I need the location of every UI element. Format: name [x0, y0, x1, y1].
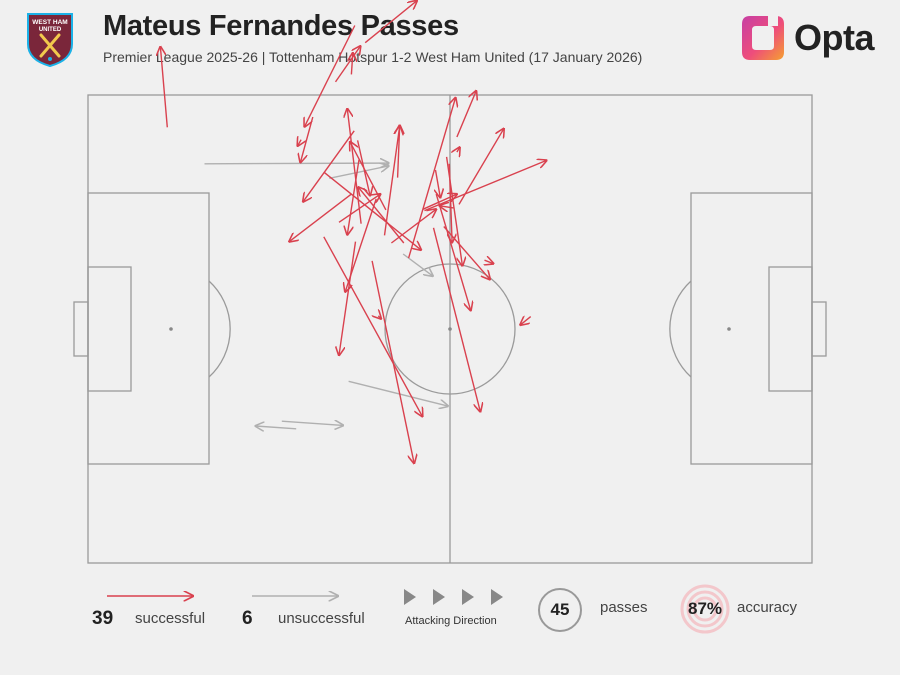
successful-pass-arrow	[334, 46, 361, 83]
successful-pass-arrow	[364, 1, 417, 44]
successful-pass-arrow	[436, 169, 441, 198]
pitch-pass-map	[73, 0, 827, 564]
legend: 39 successful 6 unsuccessful Attacking D…	[0, 580, 900, 660]
opta-wordmark: Opta	[794, 17, 875, 58]
match-subtitle: Premier League 2025-26 | Tottenham Hotsp…	[103, 49, 643, 65]
successful-pass-arrow	[458, 129, 504, 205]
passes-label: passes	[600, 599, 648, 616]
successful-pass-arrow	[298, 140, 302, 146]
successful-pass-arrow	[443, 226, 490, 280]
passes-count-badge: 45	[538, 588, 582, 632]
unsuccessful-pass-arrow	[256, 426, 297, 429]
successful-pass-arrow	[485, 260, 494, 263]
successful-pass-arrow	[347, 109, 362, 224]
successful-pass-arrow	[456, 91, 476, 138]
successful-pass-arrow	[407, 98, 456, 259]
successful-pass-arrow	[445, 156, 463, 266]
unsuccessful-count: 6	[242, 608, 253, 629]
successful-pass-arrow	[303, 130, 355, 202]
successful-pass-arrow	[378, 316, 381, 319]
unsuccessful-label: unsuccessful	[278, 610, 365, 627]
successful-pass-arrow	[289, 193, 352, 242]
pass-arrows	[160, 1, 546, 464]
successful-pass-arrow	[390, 209, 436, 244]
successful-pass-arrow	[347, 159, 360, 235]
attacking-direction-label: Attacking Direction	[405, 615, 497, 627]
successful-pass-arrow	[358, 187, 405, 244]
attacking-direction-icon	[404, 589, 503, 605]
svg-text:WEST HAM: WEST HAM	[32, 19, 67, 26]
successful-pass-arrow	[432, 227, 481, 412]
successful-pass-arrow	[440, 206, 454, 208]
successful-pass-arrow	[520, 317, 532, 325]
unsuccessful-arrow-icon	[252, 588, 345, 604]
successful-pass-arrow	[371, 260, 414, 463]
successful-pass-arrow	[323, 171, 421, 250]
accuracy-value: 87%	[687, 599, 723, 618]
svg-text:UNITED: UNITED	[39, 27, 62, 33]
successful-pass-arrow	[457, 147, 460, 152]
successful-label: successful	[135, 610, 206, 627]
opta-logo: Opta	[740, 10, 875, 66]
successful-pass-arrow	[383, 126, 400, 236]
successful-pass-arrow	[339, 241, 357, 356]
successful-pass-arrow	[435, 193, 471, 310]
successful-pass-arrow	[338, 194, 380, 223]
accuracy-label: accuracy	[737, 599, 798, 616]
successful-count: 39	[92, 608, 114, 629]
unsuccessful-pass-arrow	[348, 380, 448, 406]
successful-pass-arrow	[356, 140, 370, 195]
accuracy-target-icon	[680, 584, 730, 634]
right-penalty-spot	[727, 327, 731, 331]
unsuccessful-pass-arrow	[281, 421, 343, 425]
successful-pass-arrow	[345, 198, 377, 292]
west-ham-crest-logo: WEST HAM UNITED	[27, 13, 73, 67]
successful-pass-arrow	[424, 160, 547, 212]
opta-mark-icon	[742, 12, 784, 60]
successful-pass-arrow	[305, 25, 356, 127]
center-spot	[448, 327, 452, 331]
left-penalty-spot	[169, 327, 173, 331]
successful-pass-arrow	[351, 53, 352, 75]
successful-pass-arrow	[160, 47, 168, 128]
successful-pass-arrow	[323, 236, 423, 417]
successful-arrow-icon	[107, 588, 200, 604]
unsuccessful-pass-arrow	[329, 166, 388, 179]
